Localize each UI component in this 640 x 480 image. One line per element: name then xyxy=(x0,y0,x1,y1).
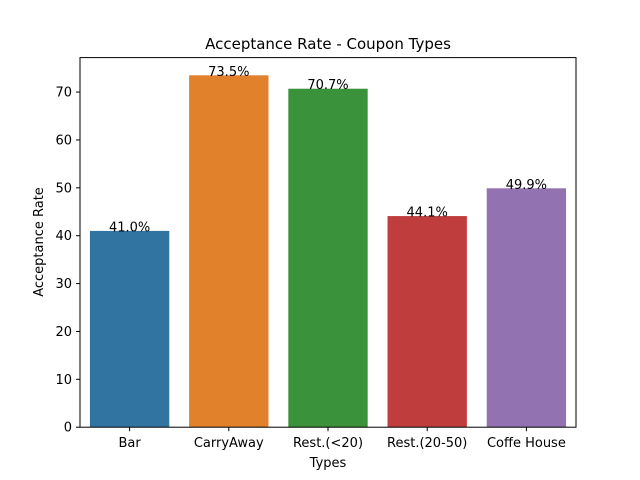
y-tick-label-7: 70 xyxy=(55,86,72,101)
y-tick-label-5: 50 xyxy=(55,181,72,196)
bar-1 xyxy=(189,75,269,428)
bar-3 xyxy=(387,216,467,428)
bar-value-label-0: 41.0% xyxy=(109,220,150,235)
y-axis: 0 10 20 30 40 50 60 70 xyxy=(55,86,80,436)
y-tick-label-1: 10 xyxy=(55,373,72,388)
y-axis-label: Acceptance Rate xyxy=(32,187,47,297)
bar-4 xyxy=(486,188,567,428)
y-tick-label-3: 30 xyxy=(55,277,72,292)
x-tick-label-4: Coffe House xyxy=(487,436,566,451)
bar-value-label-2: 70.7% xyxy=(307,78,348,93)
x-axis-label: Types xyxy=(309,456,347,471)
x-tick-label-2: Rest.(<20) xyxy=(293,436,363,451)
y-tick-label-4: 40 xyxy=(55,229,72,244)
data-labels-group: 41.0% 73.5% 70.7% 44.1% 49.9% xyxy=(109,65,547,236)
x-tick-label-0: Bar xyxy=(118,436,141,451)
x-tick-label-1: CarryAway xyxy=(194,436,264,451)
x-tick-label-3: Rest.(20-50) xyxy=(387,436,467,451)
bar-value-label-1: 73.5% xyxy=(208,65,249,80)
y-tick-label-6: 60 xyxy=(55,133,72,148)
plot-frame xyxy=(79,57,577,428)
chart-title: Acceptance Rate - Coupon Types xyxy=(205,35,451,53)
y-tick-label-0: 0 xyxy=(64,421,72,436)
bar-0 xyxy=(89,230,170,428)
x-axis: Bar CarryAway Rest.(<20) Rest.(20-50) Coffe … xyxy=(118,427,566,451)
bar-value-label-3: 44.1% xyxy=(407,206,448,221)
bar-2 xyxy=(288,88,368,428)
bar-value-label-4: 49.9% xyxy=(506,178,547,193)
y-tick-label-2: 20 xyxy=(55,325,72,340)
bars-group xyxy=(89,75,567,428)
